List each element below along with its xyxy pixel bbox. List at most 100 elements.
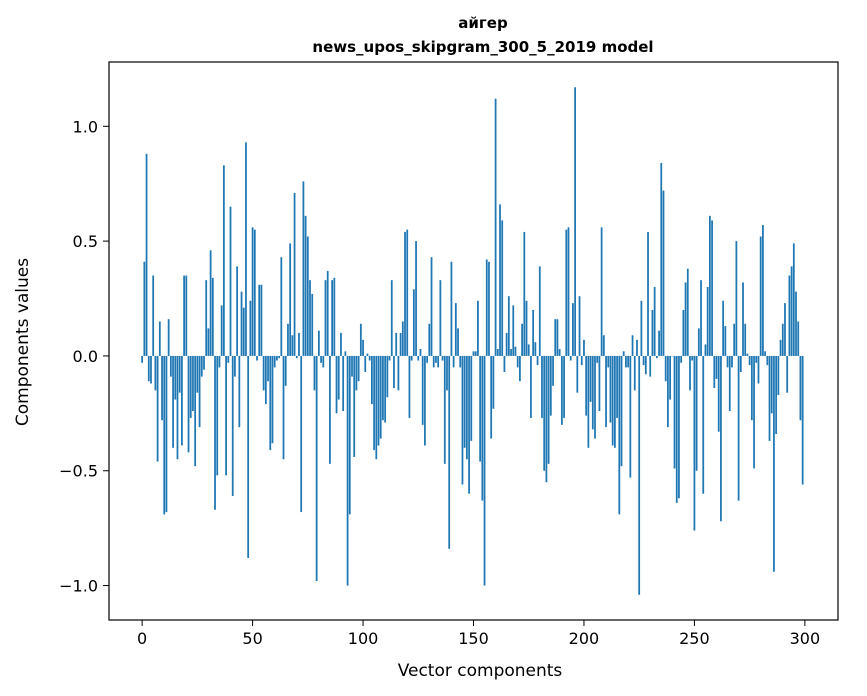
bar-127 xyxy=(421,355,424,425)
bar-278 xyxy=(755,355,758,363)
bar-170 xyxy=(516,355,519,368)
bar-275 xyxy=(748,355,751,366)
bar-39 xyxy=(227,355,230,363)
bar-176 xyxy=(530,355,532,418)
bar-120 xyxy=(406,229,409,356)
bar-102 xyxy=(366,353,369,356)
bar-99 xyxy=(359,323,362,356)
bar-31 xyxy=(209,250,212,356)
bar-118 xyxy=(401,321,404,356)
bar-8 xyxy=(158,321,161,356)
bar-56 xyxy=(264,355,267,405)
bar-86 xyxy=(331,280,333,356)
bar-192 xyxy=(565,229,568,356)
bar-60 xyxy=(273,355,276,368)
bar-142 xyxy=(454,303,457,356)
bar-182 xyxy=(543,355,546,471)
bar-149 xyxy=(470,355,473,441)
bar-141 xyxy=(452,355,455,368)
bar-25 xyxy=(196,355,199,393)
bar-131 xyxy=(430,257,433,356)
bar-79 xyxy=(315,355,318,581)
bar-259 xyxy=(713,355,716,389)
bar-91 xyxy=(342,355,345,412)
bar-196 xyxy=(574,87,576,356)
bar-83 xyxy=(324,280,327,356)
bar-269 xyxy=(735,241,738,356)
bar-257 xyxy=(708,215,711,356)
bar-225 xyxy=(638,355,641,595)
bar-46 xyxy=(242,307,245,356)
bar-287 xyxy=(775,355,778,434)
bar-27 xyxy=(200,355,203,377)
bar-29 xyxy=(205,280,208,356)
bar-281 xyxy=(762,225,764,356)
bar-4 xyxy=(150,355,152,384)
bar-84 xyxy=(326,270,329,356)
bar-229 xyxy=(647,231,649,356)
bar-136 xyxy=(441,355,444,361)
bar-133 xyxy=(435,355,437,363)
bar-214 xyxy=(614,355,616,448)
bar-53 xyxy=(258,284,261,356)
bar-241 xyxy=(673,355,676,469)
bar-2 xyxy=(145,153,148,356)
bar-94 xyxy=(348,355,351,515)
bar-289 xyxy=(779,339,782,356)
bar-93 xyxy=(346,355,349,586)
bar-250 xyxy=(693,355,696,531)
bar-151 xyxy=(474,351,477,356)
bar-263 xyxy=(722,300,725,356)
chart-subtitle: news_upos_skipgram_300_5_2019 model xyxy=(312,38,653,56)
bar-187 xyxy=(554,319,557,356)
chart-title: айгер xyxy=(458,14,508,32)
bar-66 xyxy=(287,323,289,356)
bar-34 xyxy=(216,355,219,476)
bar-218 xyxy=(622,351,625,356)
bar-116 xyxy=(397,355,400,391)
bar-88 xyxy=(335,355,338,414)
bar-137 xyxy=(443,355,446,464)
bar-74 xyxy=(304,215,307,356)
bar-265 xyxy=(726,355,729,368)
bar-22 xyxy=(189,355,192,418)
y-ticks: −1.0 −0.5 0.0 0.5 1.0 xyxy=(59,117,109,596)
bar-213 xyxy=(611,355,614,446)
bar-262 xyxy=(720,355,722,522)
bar-298 xyxy=(799,355,802,421)
bar-100 xyxy=(362,339,364,356)
bar-254 xyxy=(702,355,705,494)
bar-122 xyxy=(410,355,413,361)
bar-168 xyxy=(512,305,515,356)
bar-95 xyxy=(351,355,353,377)
bar-7 xyxy=(156,355,159,462)
bar-48 xyxy=(247,355,250,558)
bar-159 xyxy=(492,355,495,409)
bar-5 xyxy=(152,275,155,356)
bar-203 xyxy=(589,355,592,402)
y-tick-label: −1.0 xyxy=(59,577,98,596)
bar-82 xyxy=(322,355,325,368)
bar-190 xyxy=(560,355,563,425)
bar-158 xyxy=(490,355,493,439)
bar-13 xyxy=(169,355,172,377)
bar-81 xyxy=(320,355,322,363)
x-tick-label: 200 xyxy=(569,629,600,648)
bar-246 xyxy=(684,282,687,356)
bar-273 xyxy=(744,323,747,356)
bar-80 xyxy=(317,330,320,356)
bar-41 xyxy=(231,355,234,496)
bar-110 xyxy=(384,355,387,423)
bar-28 xyxy=(203,355,205,370)
bar-148 xyxy=(468,355,470,494)
bar-132 xyxy=(432,355,435,368)
bar-270 xyxy=(737,355,740,501)
bar-292 xyxy=(786,355,789,393)
bar-234 xyxy=(658,330,660,356)
bar-219 xyxy=(625,355,627,368)
bar-32 xyxy=(211,277,214,356)
bar-171 xyxy=(519,355,521,382)
bar-239 xyxy=(669,355,671,400)
bar-103 xyxy=(368,355,371,361)
